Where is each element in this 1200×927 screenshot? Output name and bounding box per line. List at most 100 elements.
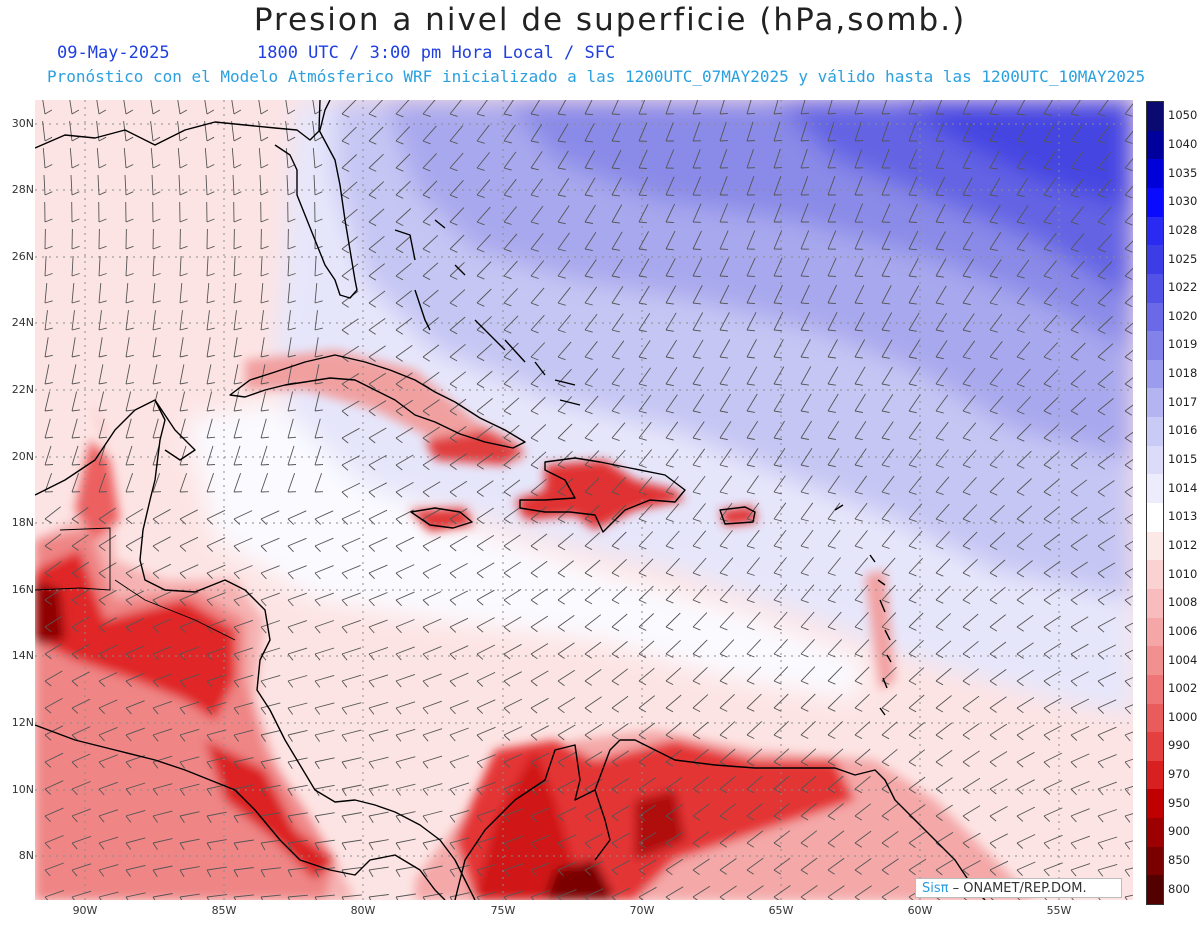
wind-barb [123, 148, 134, 169]
wind-barb [719, 339, 731, 359]
wind-barb [395, 866, 416, 878]
wind-barb [125, 892, 146, 900]
wind-barb [665, 367, 678, 387]
wind-barb [827, 584, 842, 604]
wind-barb [746, 393, 758, 413]
wind-barb [503, 288, 519, 307]
wind-barb [692, 503, 706, 522]
wind-barb [152, 255, 161, 277]
wind-barb [503, 671, 522, 687]
wind-barb [449, 672, 469, 688]
wind-barb [719, 230, 729, 250]
wind-barb [800, 748, 817, 767]
wind-barb [71, 472, 81, 493]
colorbar-label: 800 [1168, 881, 1190, 896]
wind-barb [854, 584, 869, 604]
wind-barb [287, 283, 296, 304]
wind-barb [962, 286, 975, 306]
wind-barb [827, 748, 844, 767]
wind-barb [1124, 322, 1133, 335]
wind-barb [285, 121, 296, 142]
wind-barb [665, 831, 683, 848]
wind-barb [177, 100, 188, 115]
wind-barb [395, 728, 416, 742]
wind-barb [746, 311, 757, 332]
wind-barb [611, 100, 621, 115]
wind-barb [800, 420, 812, 440]
wind-barb [989, 833, 1008, 849]
wind-barb [368, 756, 389, 769]
wind-barb [962, 586, 979, 605]
wind-barb [152, 283, 161, 304]
wind-barb [368, 482, 388, 498]
wind-barb [98, 472, 108, 493]
wind-barb [1070, 397, 1087, 416]
wind-barb [881, 858, 899, 875]
wind-barb [827, 557, 841, 576]
wind-barb [962, 558, 978, 577]
wind-barb [1124, 377, 1133, 389]
wind-barb [611, 204, 623, 224]
wind-barb [341, 729, 362, 742]
wind-barb [150, 148, 161, 169]
wind-barb [692, 285, 703, 305]
wind-barb [692, 149, 701, 169]
wind-barb [665, 394, 678, 414]
wind-barb [854, 257, 864, 277]
colorbar-swatch [1147, 417, 1163, 447]
wind-barb [206, 337, 215, 358]
wind-barb [341, 100, 357, 118]
wind-barb [638, 285, 650, 305]
wind-barb [665, 694, 682, 713]
wind-barb [449, 398, 467, 416]
wind-barb [1016, 205, 1029, 225]
wind-barb [665, 722, 682, 740]
colorbar-swatch [1147, 875, 1163, 905]
wind-barb [746, 475, 759, 495]
wind-barb [827, 284, 838, 305]
wind-barb [881, 176, 891, 196]
wind-barb [881, 885, 900, 900]
wind-barb [881, 803, 899, 821]
wind-barb [935, 558, 951, 577]
wind-barb [908, 394, 921, 414]
wind-barb [773, 830, 791, 848]
wind-barb [719, 776, 736, 794]
wind-barb [584, 532, 601, 551]
colorbar-label: 1010 [1168, 566, 1198, 581]
wind-barb [44, 418, 54, 439]
wind-barb [530, 506, 547, 524]
wind-barb [152, 728, 173, 742]
wind-barb [881, 503, 895, 522]
wind-barb [881, 421, 894, 441]
wind-barb [71, 808, 91, 823]
wind-barb [530, 752, 550, 768]
colorbar-label: 990 [1168, 738, 1190, 753]
wind-barb [503, 178, 517, 198]
wind-barb [1043, 396, 1059, 415]
wind-barb [503, 890, 524, 900]
wind-barb [935, 531, 951, 550]
wind-barb [773, 666, 789, 685]
wind-barb [476, 261, 492, 280]
wind-barb [233, 228, 242, 250]
wind-barb [557, 724, 576, 741]
wind-barb [1070, 835, 1090, 850]
wind-barb [908, 149, 918, 169]
wind-barb [314, 472, 324, 493]
wind-barb [71, 310, 80, 331]
wind-barb [368, 318, 386, 335]
wind-barb [260, 418, 270, 439]
wind-barb [854, 639, 870, 658]
wind-barb [368, 263, 385, 281]
wind-barb [314, 283, 323, 304]
wind-barb [449, 480, 468, 498]
wind-barb [449, 727, 469, 742]
wind-barb [962, 531, 978, 550]
wind-barb [152, 310, 161, 331]
wind-barb [449, 809, 470, 823]
wind-barb [123, 100, 134, 115]
wind-barb [1016, 314, 1031, 333]
wind-barb [233, 472, 243, 493]
wind-barb [476, 480, 494, 497]
